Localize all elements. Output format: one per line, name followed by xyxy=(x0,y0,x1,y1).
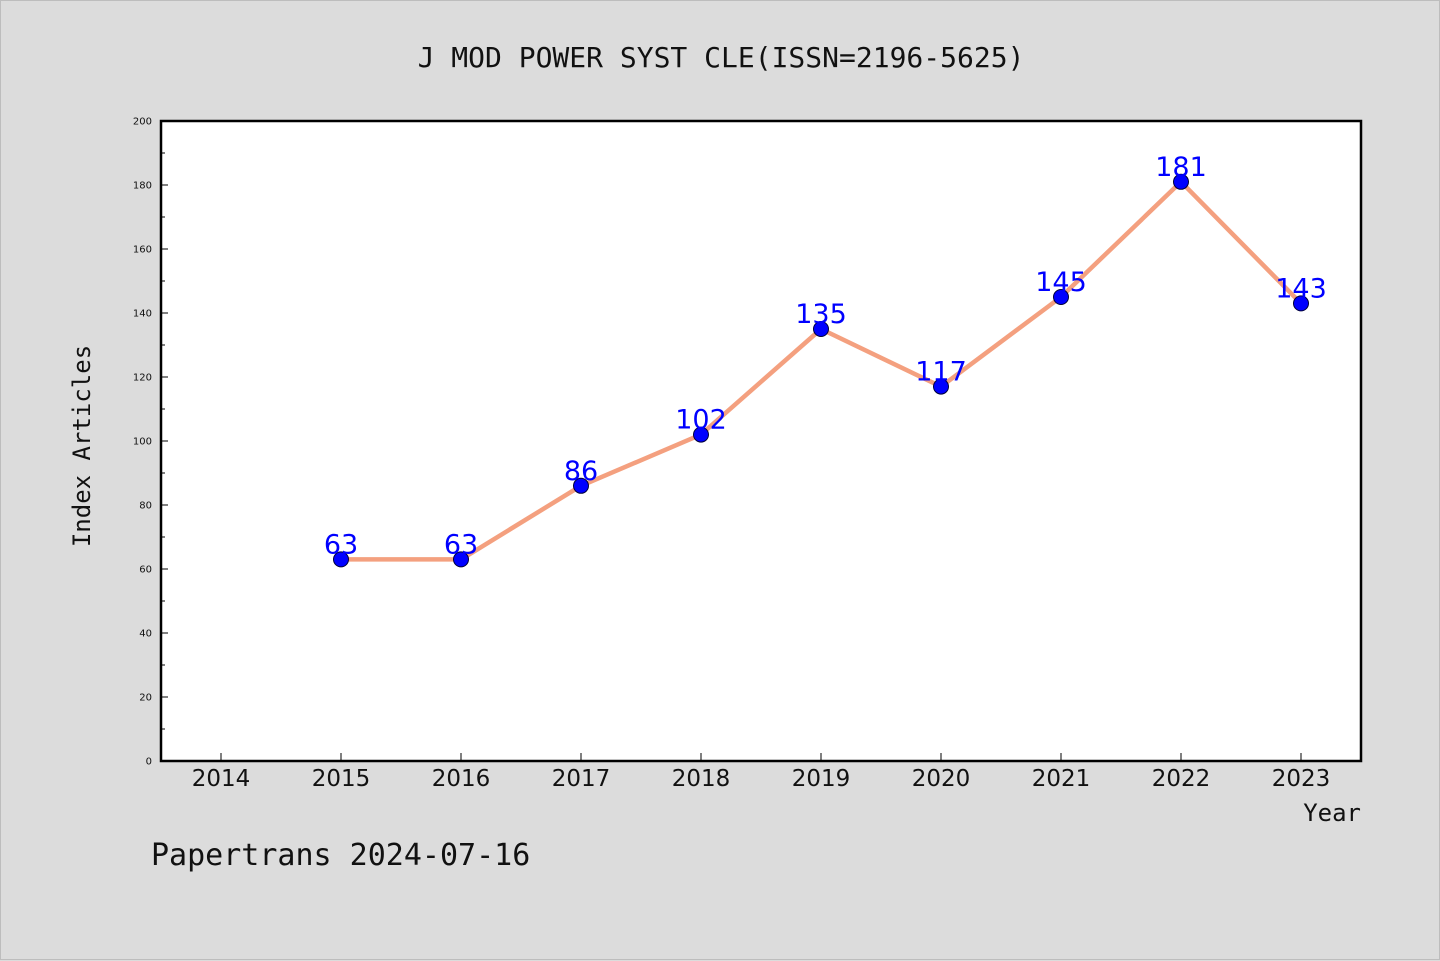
y-tick-label: 180 xyxy=(133,181,152,192)
y-tick-label: 0 xyxy=(146,757,152,768)
x-axis: 2014 2015 2016 2017 2018 2019 2020 2021 2022 2023 xyxy=(192,753,1331,792)
data-label: 181 xyxy=(1155,152,1207,183)
x-tick-label: 2022 xyxy=(1152,766,1211,792)
x-tick-label: 2017 xyxy=(552,766,611,792)
data-label: 117 xyxy=(915,357,967,388)
data-point xyxy=(453,551,469,568)
y-tick-label: 60 xyxy=(139,565,152,576)
y-tick-label: 20 xyxy=(139,693,152,704)
data-point xyxy=(1173,173,1189,190)
y-tick-label: 100 xyxy=(133,437,152,448)
y-tick-label: 120 xyxy=(133,373,152,384)
x-tick-label: 2020 xyxy=(912,766,971,792)
data-label: 145 xyxy=(1035,267,1087,298)
data-label: 86 xyxy=(564,456,598,487)
data-point xyxy=(1293,295,1309,312)
data-label: 135 xyxy=(795,299,847,330)
data-point xyxy=(933,378,949,395)
data-label: 63 xyxy=(444,529,478,560)
y-tick-label: 40 xyxy=(139,629,152,640)
x-tick-label: 2016 xyxy=(432,766,491,792)
x-tick-label: 2014 xyxy=(192,766,251,792)
x-tick-label: 2018 xyxy=(672,766,731,792)
y-axis-label: Index Articles xyxy=(68,345,96,547)
x-axis-label: Year xyxy=(1303,799,1361,827)
y-axis: 0 20 40 60 80 100 120 140 160 180 200 xyxy=(133,117,168,768)
y-tick-label: 140 xyxy=(133,309,152,320)
data-label: 102 xyxy=(675,405,727,436)
series: 63 63 86 102 135 117 145 181 143 xyxy=(324,152,1327,568)
data-point xyxy=(573,477,589,494)
y-tick-label: 80 xyxy=(139,501,152,512)
data-point xyxy=(333,551,349,568)
data-point xyxy=(693,426,709,443)
data-point xyxy=(1053,289,1069,305)
y-tick-label: 200 xyxy=(133,117,152,128)
x-tick-label: 2021 xyxy=(1032,766,1091,792)
plot-area xyxy=(159,119,1363,763)
x-tick-label: 2015 xyxy=(312,766,371,792)
y-tick-label: 160 xyxy=(133,245,152,256)
data-label: 63 xyxy=(324,529,358,560)
chart-title: J MOD POWER SYST CLE(ISSN=2196-5625) xyxy=(418,41,1025,74)
x-tick-label: 2023 xyxy=(1272,766,1331,792)
footer-text: Papertrans 2024-07-16 xyxy=(151,838,530,873)
data-point xyxy=(813,321,829,337)
x-tick-label: 2019 xyxy=(792,766,851,792)
data-label: 143 xyxy=(1275,273,1327,304)
